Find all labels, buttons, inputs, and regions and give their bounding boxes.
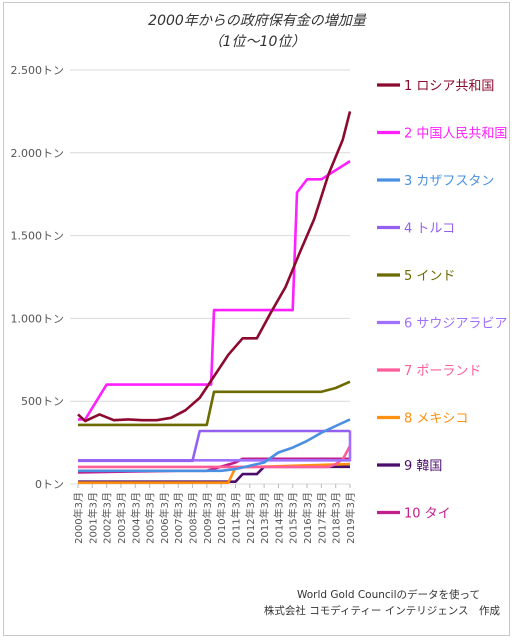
x-tick-label: 2013年3月: [258, 492, 271, 544]
y-tick-label: 1.500トン: [11, 230, 65, 243]
series-line: [78, 430, 352, 462]
series-line: [78, 380, 351, 427]
x-tick-label: 2016年3月: [301, 492, 314, 544]
x-tick-label: 2007年3月: [172, 492, 185, 544]
author-credit: 株式会社 コモディティー インテリジェンス 作成: [263, 605, 500, 617]
x-tick-label: 2014年3月: [272, 492, 285, 544]
x-tick-label: 2017年3月: [315, 492, 328, 544]
series-line: [78, 445, 352, 469]
y-tick-label: 1.000トン: [11, 312, 65, 325]
legend-label: 6 サウジアラビア: [404, 317, 507, 332]
chart-title: 2000年からの政府保有金の増加量: [148, 13, 366, 29]
x-tick-label: 2012年3月: [244, 492, 257, 544]
legend-label: 2 中国人民共和国: [404, 127, 507, 142]
legend-label: 8 メキシコ: [404, 412, 468, 427]
x-tick-label: 2004年3月: [129, 492, 142, 544]
x-tick-label: 2019年3月: [344, 492, 357, 544]
series-line: [78, 418, 351, 473]
y-tick-label: 2.500トン: [11, 64, 65, 77]
x-tick-label: 2003年3月: [115, 492, 128, 544]
source-credit: World Gold Councilのデータを使って: [296, 589, 480, 601]
legend-label: 7 ポーランド: [404, 364, 481, 379]
chart-subtitle: （1位〜10位）: [208, 34, 306, 50]
x-tick-label: 2008年3月: [187, 492, 200, 544]
series-line: [77, 111, 352, 423]
legend: 1 ロシア共和国 2 中国人民共和国 3 カザフスタン 4 トルコ 5 インド 6 サウジ…: [377, 79, 507, 522]
series-lines: [77, 111, 352, 484]
y-tick-label: 2.000トン: [11, 147, 65, 160]
x-tick-label: 2001年3月: [86, 492, 99, 544]
legend-label: 4 トルコ: [404, 222, 455, 237]
y-tick-label: 0トン: [35, 478, 64, 491]
legend-label: 3 カザフスタン: [404, 174, 494, 189]
legend-label: 10 タイ: [404, 507, 451, 522]
grid-lines: [70, 69, 351, 488]
x-tick-label: 2015年3月: [287, 492, 300, 544]
series-line: [78, 429, 350, 463]
x-tick-label: 2002年3月: [101, 492, 114, 544]
x-tick-label: 2006年3月: [158, 492, 171, 544]
x-tick-label: 2010年3月: [215, 492, 228, 544]
x-tick-label: 2005年3月: [144, 492, 157, 544]
legend-label: 9 韓国: [404, 459, 442, 474]
y-tick-label: 500トン: [21, 395, 64, 408]
x-tick-label: 2000年3月: [72, 492, 85, 544]
series-line: [78, 160, 351, 421]
x-tick-labels: 2000年3月 2001年3月 2002年3月 2003年3月 2004年3月 2005年…: [72, 492, 357, 544]
y-tick-labels: 0トン 500トン 1.000トン 1.500トン 2.000トン 2.500トン: [11, 64, 65, 491]
x-tick-label: 2018年3月: [330, 492, 343, 544]
x-tick-label: 2009年3月: [201, 492, 214, 544]
x-tick-label: 2011年3月: [229, 492, 242, 544]
chart-frame: [3, 2, 510, 636]
legend-label: 1 ロシア共和国: [404, 79, 494, 94]
legend-label: 5 インド: [404, 269, 455, 284]
